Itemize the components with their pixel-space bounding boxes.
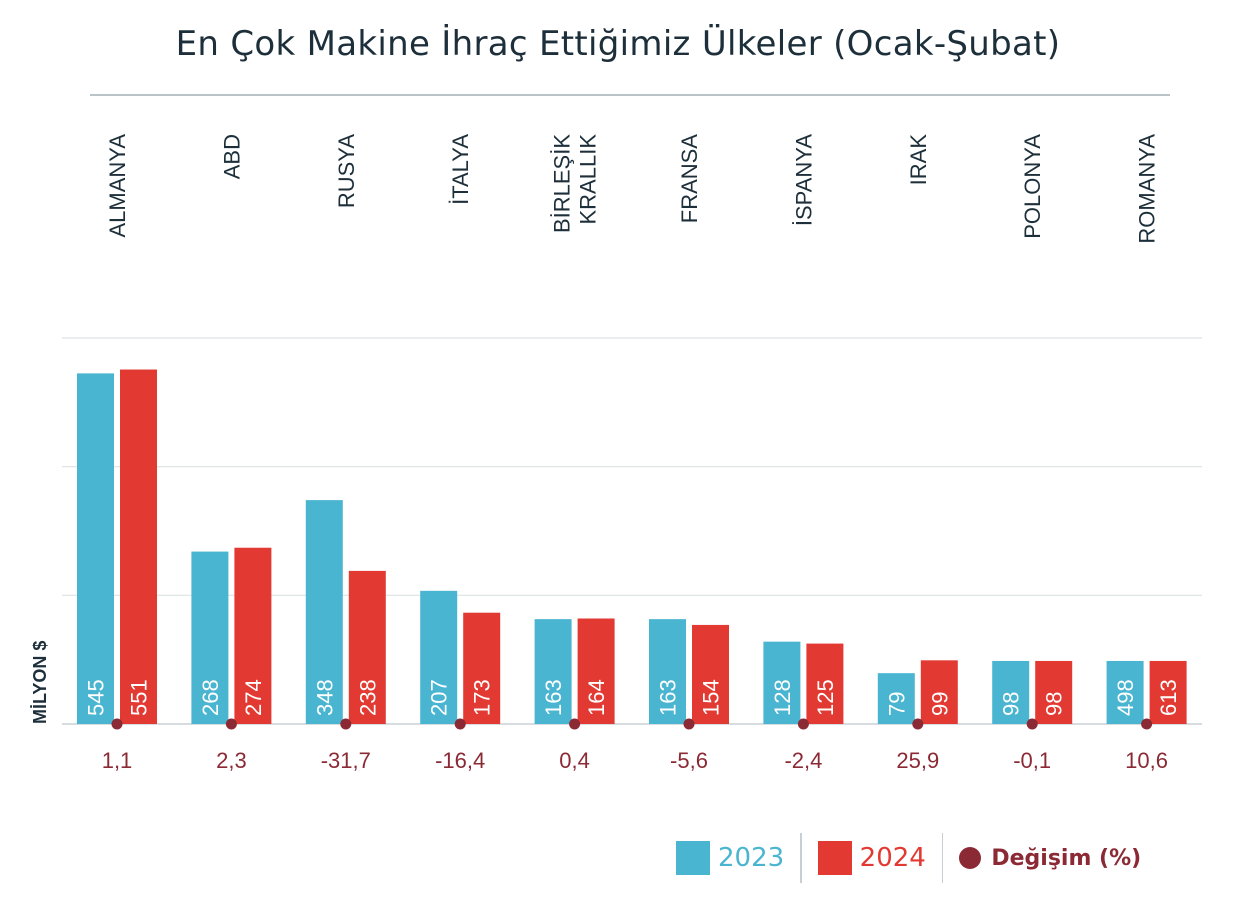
bar-chart: ALMANYA ABD RUSYA İTALYA BİRLEŞİK KRALLIK FRAN…	[30, 134, 1202, 773]
bar-2023	[77, 373, 114, 724]
bar-2023	[1106, 660, 1144, 724]
change-label: -16,4	[435, 748, 485, 773]
change-label: 10,6	[1125, 748, 1168, 773]
bar-value-label: 348	[312, 679, 337, 716]
change-labels: 1,1 2,3 -31,7 -16,4 0,4 -5,6 -2,4 25,9 -0,1 10,6	[102, 748, 1168, 773]
bar-value-label: 268	[198, 679, 223, 716]
legend-label-2024: 2024	[859, 843, 926, 873]
bar-2024	[577, 618, 615, 724]
category-label: İTALYA	[448, 134, 473, 205]
bar-2024	[806, 643, 844, 724]
bar-2024	[463, 612, 501, 724]
bar-value-label: 98	[999, 692, 1024, 716]
bar-2023	[534, 619, 572, 724]
bar-value-label: 163	[541, 679, 566, 716]
legend-swatch-2024	[817, 841, 852, 875]
bar-value-label: 545	[84, 679, 109, 716]
bar-2024	[692, 624, 729, 724]
change-dot	[912, 718, 924, 730]
bar-value-label: 125	[813, 679, 838, 716]
bar-2023	[649, 619, 686, 724]
bar-2024	[1035, 660, 1073, 724]
change-dot	[683, 718, 695, 730]
bar-value-label: 99	[927, 692, 952, 716]
category-label: BİRLEŞİK	[550, 134, 575, 233]
category-label: ROMANYA	[1135, 134, 1160, 244]
change-dot	[225, 718, 237, 730]
legend-item-2024: 2024	[817, 830, 926, 886]
category-label: ALMANYA	[105, 134, 130, 238]
change-dot	[111, 718, 123, 730]
bar-value-label: 154	[699, 679, 724, 716]
bar-value-label: 238	[355, 679, 380, 716]
legend-item-change: Değişim (%)	[959, 830, 1141, 886]
legend-separator	[800, 833, 802, 883]
change-label: -31,7	[321, 748, 371, 773]
category-label: KRALLIK	[576, 134, 601, 225]
bar-2023	[420, 590, 458, 724]
change-label: 2,3	[216, 748, 247, 773]
gridlines	[62, 337, 1202, 725]
bar-value-label: 128	[770, 679, 795, 716]
change-label: 25,9	[896, 748, 939, 773]
bar-value-label: 163	[656, 679, 681, 716]
change-dot	[340, 718, 352, 730]
change-dot	[454, 718, 466, 730]
change-dot	[569, 718, 581, 730]
bar-2024	[920, 660, 958, 724]
bar-2023	[992, 660, 1030, 724]
bar-value-label: 551	[127, 679, 152, 716]
change-label: -2,4	[784, 748, 822, 773]
bar-value-label: 79	[884, 692, 909, 716]
bar-2023	[191, 551, 229, 724]
y-axis-label: MİLYON $	[30, 641, 50, 724]
change-dots	[111, 718, 1153, 730]
chart-title: En Çok Makine İhraç Ettiğimiz Ülkeler (O…	[175, 24, 1061, 64]
title-divider	[90, 94, 1170, 96]
bars: 545 551 268 274 348 238 207 173 163 164 163 154 128 1…	[77, 369, 1187, 724]
bar-2023	[877, 673, 915, 724]
change-label: 1,1	[102, 748, 133, 773]
legend-swatch-2023	[676, 841, 710, 875]
category-label: POLONYA	[1020, 134, 1045, 239]
change-label: -0,1	[1013, 748, 1051, 773]
category-labels: ALMANYA ABD RUSYA İTALYA BİRLEŞİK KRALLIK FRAN…	[105, 134, 1160, 244]
change-label: -5,6	[670, 748, 708, 773]
bar-2024	[234, 547, 272, 724]
legend: 2023 2024 Değişim (%)	[676, 830, 1141, 886]
category-label: ABD	[219, 134, 244, 179]
legend-label-change: Değişim (%)	[991, 845, 1142, 871]
bar-2023	[305, 500, 343, 724]
bar-2024	[348, 570, 386, 724]
change-label: 0,4	[559, 748, 590, 773]
category-label: IRAK	[906, 134, 931, 186]
bar-2024	[1149, 660, 1187, 724]
bar-value-label: 164	[584, 679, 609, 716]
category-label: FRANSA	[677, 134, 702, 224]
category-label: İSPANYA	[791, 134, 816, 226]
change-dot	[1026, 718, 1038, 730]
bar-2023	[763, 641, 801, 724]
change-dot	[1141, 718, 1153, 730]
bar-value-label: 98	[1042, 692, 1067, 716]
bar-2024	[120, 369, 157, 724]
category-label: RUSYA	[334, 134, 359, 208]
bar-value-label: 613	[1156, 679, 1181, 716]
bar-value-label: 207	[427, 679, 452, 716]
bar-value-label: 498	[1113, 679, 1138, 716]
legend-dot-change	[959, 847, 982, 869]
legend-item-2023: 2023	[676, 830, 784, 886]
bar-value-label: 173	[470, 679, 495, 716]
legend-label-2023: 2023	[718, 843, 785, 873]
bar-value-label: 274	[241, 679, 266, 716]
legend-separator	[941, 833, 944, 883]
change-dot	[797, 718, 809, 730]
